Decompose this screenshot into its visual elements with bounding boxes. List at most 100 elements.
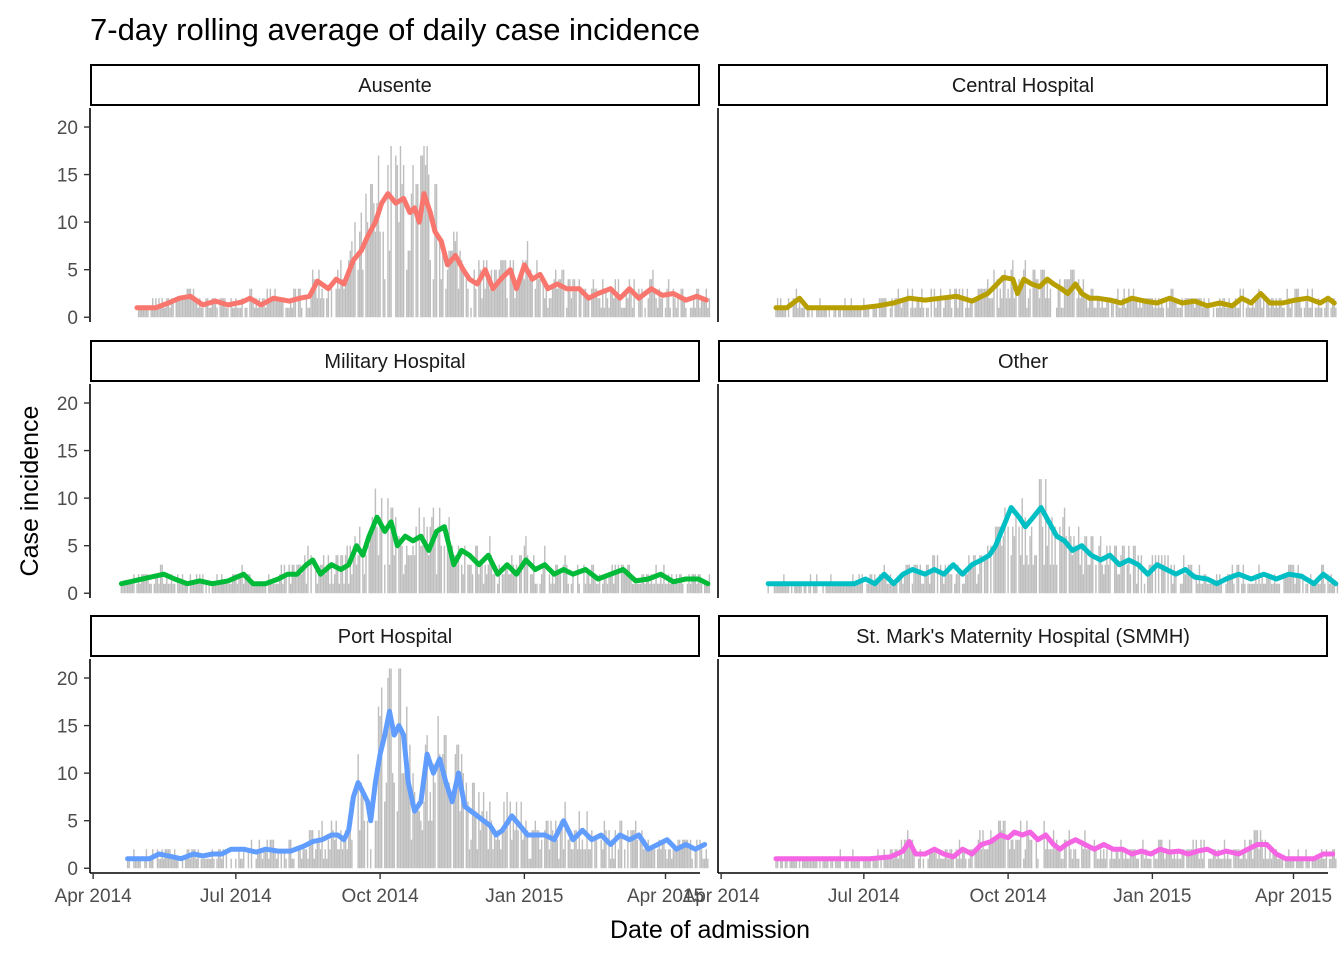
y-tick-label: 15 xyxy=(57,166,78,187)
daily-bar xyxy=(167,849,170,869)
daily-bar xyxy=(680,574,682,594)
daily-bar xyxy=(1179,858,1182,869)
daily-bar xyxy=(1225,583,1227,594)
daily-bar xyxy=(831,858,834,869)
daily-bar xyxy=(1048,298,1050,318)
daily-bar xyxy=(511,839,513,869)
daily-bar xyxy=(484,820,486,869)
daily-bar xyxy=(664,307,667,318)
daily-bar xyxy=(806,858,809,869)
daily-bar xyxy=(1269,307,1271,318)
daily-bar xyxy=(780,583,782,594)
daily-bar xyxy=(980,288,983,318)
daily-bar xyxy=(576,849,579,869)
daily-bar xyxy=(584,849,587,869)
daily-bar xyxy=(1007,288,1009,318)
daily-bar xyxy=(348,583,350,594)
daily-bar xyxy=(852,307,854,318)
daily-bar xyxy=(327,839,330,869)
daily-bar xyxy=(688,849,690,869)
daily-bar xyxy=(1049,288,1052,318)
daily-bar xyxy=(1045,849,1047,869)
daily-bar xyxy=(283,849,286,869)
daily-bar xyxy=(357,555,359,594)
daily-bar xyxy=(1082,849,1085,869)
daily-bar xyxy=(473,782,475,869)
daily-bar xyxy=(410,193,413,318)
daily-bar xyxy=(156,574,159,594)
daily-bar xyxy=(1005,298,1008,318)
daily-bar xyxy=(398,222,400,318)
daily-bar xyxy=(507,574,510,594)
daily-bar xyxy=(219,583,221,594)
daily-bar xyxy=(935,307,937,318)
daily-bar xyxy=(564,555,566,594)
daily-bar xyxy=(1195,574,1197,594)
daily-bar xyxy=(126,858,129,869)
daily-bar xyxy=(351,574,353,594)
daily-bar xyxy=(886,583,889,594)
daily-bar xyxy=(144,858,146,869)
y-tick-label: 15 xyxy=(57,442,78,463)
daily-bar xyxy=(1237,849,1240,869)
daily-bar xyxy=(125,583,127,594)
daily-bar xyxy=(627,830,629,869)
daily-bar xyxy=(1187,849,1190,869)
daily-bar xyxy=(606,583,609,594)
y-tick-label: 0 xyxy=(67,584,78,605)
daily-bar xyxy=(1129,574,1132,594)
daily-bar xyxy=(1165,849,1168,869)
daily-bar xyxy=(362,269,364,318)
daily-bar xyxy=(1194,849,1196,869)
daily-bar xyxy=(933,288,936,318)
daily-bar xyxy=(1134,298,1136,318)
daily-bar xyxy=(369,849,372,869)
daily-bar xyxy=(680,288,682,318)
daily-bar xyxy=(683,839,686,869)
daily-bar xyxy=(217,849,220,869)
daily-bar xyxy=(330,564,333,594)
daily-bar xyxy=(918,574,920,594)
daily-bar xyxy=(446,269,449,318)
daily-bar xyxy=(682,583,684,594)
daily-bar xyxy=(534,583,537,594)
daily-bar xyxy=(518,279,521,318)
daily-bar xyxy=(874,307,876,318)
daily-bar xyxy=(164,583,166,594)
daily-bar xyxy=(175,298,177,318)
daily-bar xyxy=(916,564,918,594)
daily-bar xyxy=(230,298,232,318)
daily-bar xyxy=(1082,279,1085,318)
daily-bar xyxy=(1034,555,1036,594)
daily-bar xyxy=(1076,858,1078,869)
daily-bar xyxy=(1087,564,1089,594)
daily-bar xyxy=(816,858,818,869)
daily-bars xyxy=(126,668,709,869)
daily-bar xyxy=(1010,839,1012,869)
daily-bar xyxy=(1212,849,1215,869)
daily-bar xyxy=(446,536,449,594)
daily-bar xyxy=(780,858,782,869)
daily-bar xyxy=(1278,858,1281,869)
daily-bar xyxy=(167,583,170,594)
daily-bar xyxy=(349,801,352,869)
daily-bar xyxy=(219,849,221,869)
daily-bar xyxy=(652,583,654,594)
daily-bar xyxy=(1270,298,1273,318)
daily-bar xyxy=(497,583,499,594)
rolling-average-line xyxy=(773,829,1336,862)
daily-bar xyxy=(1156,307,1158,318)
daily-bar xyxy=(605,574,607,594)
daily-bar xyxy=(1327,298,1329,318)
daily-bar xyxy=(1299,298,1301,318)
daily-bar xyxy=(544,545,546,594)
daily-bar xyxy=(460,564,463,594)
daily-bar xyxy=(1129,298,1132,318)
daily-bar xyxy=(271,298,273,318)
daily-bar xyxy=(608,307,610,318)
daily-bar xyxy=(1063,839,1066,869)
daily-bar xyxy=(434,184,436,318)
daily-bar xyxy=(145,574,148,594)
daily-bar xyxy=(1126,858,1128,869)
